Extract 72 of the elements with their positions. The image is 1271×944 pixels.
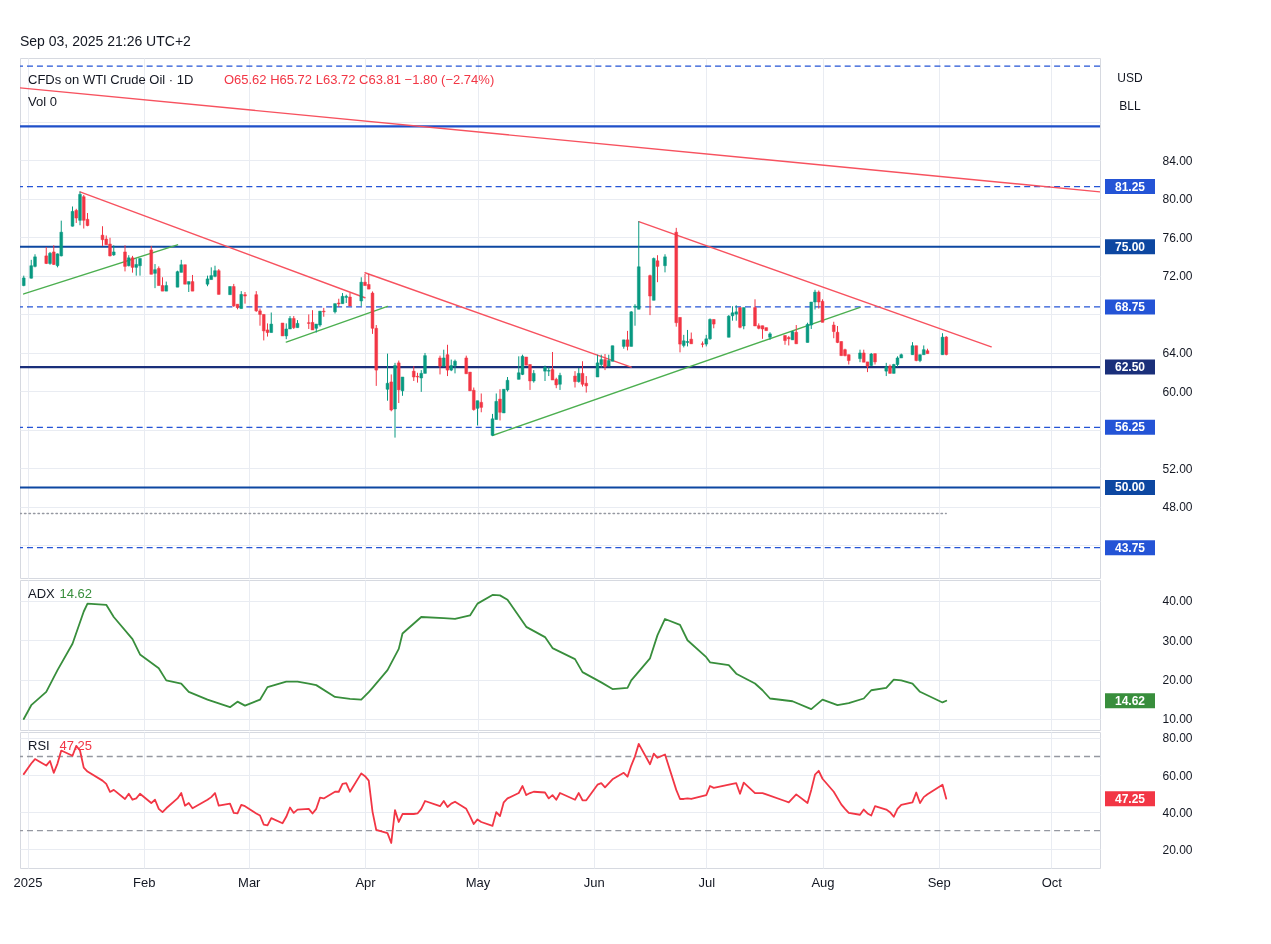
y-tick-label: 84.00 [1162, 153, 1193, 168]
candlestick [573, 370, 577, 389]
candlestick [269, 312, 273, 334]
y-tick-label: 80.00 [1162, 192, 1193, 207]
candlestick [400, 376, 405, 397]
x-tick-label: Sep [927, 874, 951, 890]
ref-line-label: 50.00 [1114, 480, 1146, 495]
candlestick [648, 274, 652, 316]
candlestick [498, 388, 502, 421]
candlestick [603, 353, 607, 371]
annotation: Vol 0 [28, 94, 57, 109]
text: 47.25 [1114, 791, 1146, 806]
x-tick-label: Jul [698, 874, 716, 890]
ref-line-label: 81.25 [1114, 179, 1146, 194]
candlestick [29, 259, 33, 280]
candlestick [217, 268, 221, 295]
y-tick-label: 40.00 [1162, 805, 1193, 820]
y-tick-label: 80.00 [1162, 731, 1193, 746]
candlestick [453, 359, 457, 374]
candlestick [479, 393, 483, 413]
ref-line-label: 43.75 [1114, 540, 1146, 555]
candlestick [663, 253, 667, 273]
x-tick-label: 2025 [13, 874, 43, 890]
y-tick-label: 10.00 [1162, 712, 1193, 727]
candlestick [655, 254, 660, 283]
x-tick-label: May [465, 874, 491, 890]
y-tick-label: 20.00 [1162, 842, 1193, 857]
line-series [22, 742, 948, 844]
y-tick-label: 30.00 [1162, 633, 1193, 648]
text: BLL [1119, 99, 1141, 113]
x-tick-label: Mar [238, 874, 262, 890]
text: USD [1117, 71, 1143, 85]
y-tick-label: 52.00 [1162, 461, 1193, 476]
text: CFDs on WTI Crude Oil · 1D [28, 72, 194, 87]
y-tick-label: 40.00 [1162, 594, 1193, 609]
ref-line-label: 75.00 [1114, 239, 1146, 254]
candlestick [243, 291, 247, 305]
candlestick [385, 353, 390, 402]
ref-line-label: 62.50 [1114, 360, 1146, 375]
candlestick [359, 276, 363, 307]
annotation: 47.25 [59, 738, 92, 753]
x-tick-label: Aug [811, 874, 835, 890]
candlestick [742, 307, 746, 330]
candlestick [543, 365, 547, 382]
candlestick [123, 244, 127, 272]
candlestick [138, 257, 142, 277]
chart-title: RSI [28, 738, 50, 753]
ref-line-label: 68.75 [1114, 299, 1146, 314]
candlestick [153, 263, 157, 289]
x-tick-label: Oct [1041, 874, 1063, 890]
y-tick-label: 76.00 [1162, 230, 1193, 245]
x-tick-label: Jun [583, 874, 605, 890]
annotation: O65.62 H65.72 L63.72 C63.81 −1.80 (−2.74%) [223, 72, 495, 87]
y-tick-label: 20.00 [1162, 673, 1193, 688]
candlestick [438, 355, 442, 375]
y-tick-label: 72.00 [1162, 269, 1193, 284]
x-tick-label: Feb [133, 874, 156, 890]
candlestick [183, 264, 187, 285]
y-tick-label: 64.00 [1162, 346, 1193, 361]
ref-line-label: 56.25 [1114, 420, 1146, 435]
chart-title: ADX [28, 586, 56, 601]
text: Sep 03, 2025 21:26 UTC+2 [20, 33, 192, 49]
y-tick-label: 48.00 [1162, 500, 1193, 515]
annotation: 14.62 [59, 586, 92, 601]
text: 14.62 [1114, 693, 1146, 708]
candlestick [363, 273, 367, 287]
candlestick [753, 298, 757, 327]
candlestick [108, 237, 112, 257]
x-tick-label: Apr [355, 874, 377, 890]
candlestick [475, 400, 480, 426]
y-tick-label: 60.00 [1162, 384, 1193, 399]
y-tick-label: 60.00 [1162, 768, 1193, 783]
